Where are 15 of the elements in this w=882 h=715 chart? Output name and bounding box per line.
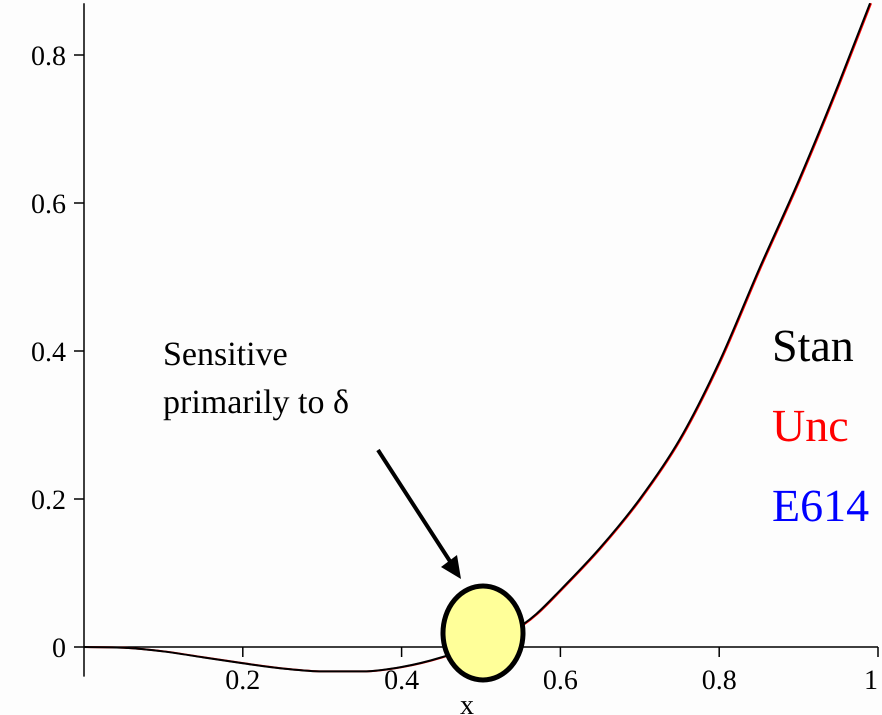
x-tick-label: 0.8 bbox=[702, 664, 737, 696]
y-tick-label: 0.8 bbox=[31, 40, 66, 72]
annotation: Sensitive primarily to δ bbox=[163, 336, 349, 421]
y-tick-label: 0.4 bbox=[31, 336, 66, 368]
y-tick-label: 0.6 bbox=[31, 188, 66, 220]
x-axis-title: x bbox=[460, 690, 474, 715]
x-tick-label: 1 bbox=[864, 664, 878, 696]
y-tick-label: 0 bbox=[52, 632, 66, 664]
legend-label: E614 bbox=[772, 480, 870, 532]
series-label: Stan bbox=[772, 320, 854, 372]
x-tick-label: 0.6 bbox=[542, 664, 578, 696]
x-tick-label: 0.4 bbox=[384, 664, 420, 696]
y-tick-label: 0.2 bbox=[31, 484, 66, 516]
series-label: Unc bbox=[772, 400, 849, 452]
x-tick-label: 0.2 bbox=[225, 664, 260, 696]
